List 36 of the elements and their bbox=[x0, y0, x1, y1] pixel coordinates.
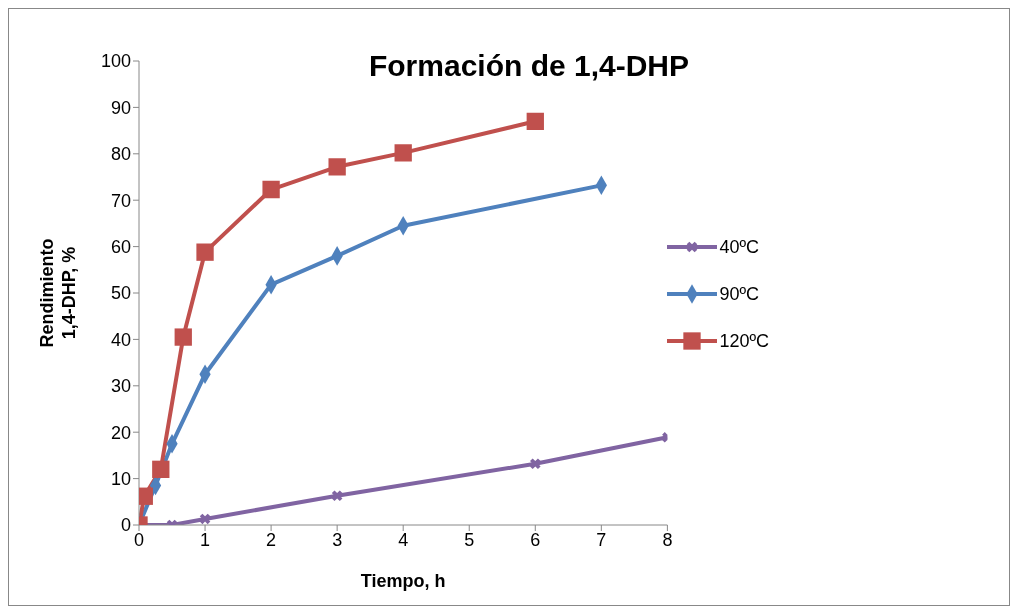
x-tick-label: 3 bbox=[332, 529, 343, 550]
point bbox=[262, 180, 280, 199]
y-axis-title: Rendimiento 1,4-DHP, % bbox=[37, 238, 79, 348]
point bbox=[526, 112, 544, 130]
x-tick-label: 1 bbox=[200, 529, 211, 550]
y-tick-label: 100 bbox=[100, 51, 131, 72]
legend-label: 90ºC bbox=[719, 283, 759, 305]
x-tick-label: 7 bbox=[596, 529, 607, 550]
x-tick-label: 2 bbox=[266, 529, 277, 550]
y-tick-label: 30 bbox=[110, 376, 131, 397]
y-tick-label: 70 bbox=[110, 190, 131, 211]
y-tick-label: 10 bbox=[110, 468, 131, 489]
point bbox=[331, 490, 343, 502]
point bbox=[174, 328, 192, 346]
y-tick-label: 20 bbox=[110, 422, 131, 443]
x-tick-label: 4 bbox=[398, 529, 409, 550]
y-tick-label: 40 bbox=[110, 329, 131, 350]
chart-title: Formación de 1,4-DHP bbox=[367, 49, 691, 83]
point bbox=[152, 460, 170, 478]
y-tick-label: 0 bbox=[120, 515, 131, 536]
x-tick-label: 0 bbox=[133, 529, 145, 550]
point bbox=[394, 144, 412, 162]
legend-label: 120ºC bbox=[719, 330, 769, 352]
point bbox=[199, 513, 211, 525]
point bbox=[196, 243, 214, 261]
y-tick-label: 60 bbox=[110, 236, 131, 257]
y-tick-label: 80 bbox=[110, 144, 131, 165]
x-tick-label: 6 bbox=[530, 529, 541, 550]
x-tick-label: 5 bbox=[464, 529, 475, 550]
point bbox=[328, 158, 346, 176]
y-tick-label: 90 bbox=[110, 97, 131, 118]
x-axis-title: Tiempo, h bbox=[360, 571, 446, 591]
legend-label: 40ºC bbox=[719, 236, 759, 258]
point bbox=[530, 458, 541, 470]
y-tick-label: 50 bbox=[110, 283, 131, 304]
x-tick-label: 8 bbox=[662, 529, 673, 550]
